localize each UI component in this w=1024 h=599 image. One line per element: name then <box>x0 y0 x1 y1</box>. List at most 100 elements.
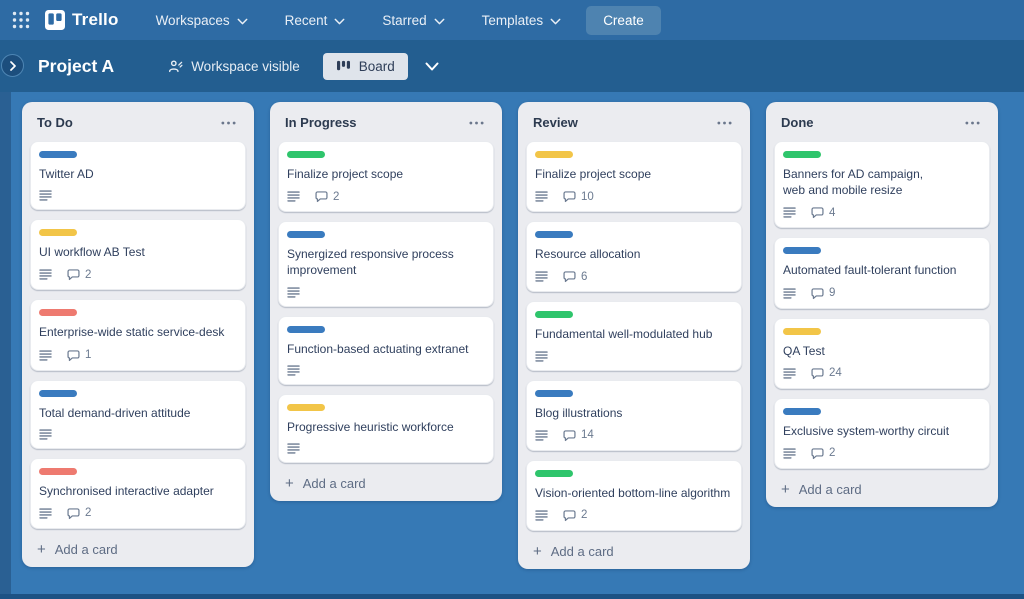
card-label <box>783 151 821 158</box>
card-title: UI workflow AB Test <box>39 245 145 260</box>
card-label <box>287 231 325 239</box>
board-bottom-edge <box>0 594 1024 599</box>
card[interactable]: UI workflow AB Test 2 <box>30 219 246 291</box>
list-done: Done Banners for AD campaign, web and mo… <box>766 102 998 507</box>
chevron-right-icon <box>9 60 16 71</box>
comment-badge: 2 <box>67 268 91 281</box>
card[interactable]: Progressive heuristic workforce <box>278 393 494 463</box>
comment-badge: 24 <box>811 367 842 380</box>
list-title: To Do <box>37 115 73 130</box>
comment-count: 24 <box>829 367 842 380</box>
card-badges: 24 <box>783 367 981 380</box>
card[interactable]: Vision-oriented bottom-line algorithm 2 <box>526 459 742 531</box>
description-icon <box>39 269 52 280</box>
list-header: Review <box>526 110 742 141</box>
card-label <box>39 309 77 317</box>
add-card-button[interactable]: + Add a card <box>278 472 494 493</box>
collapsed-sidebar-rail[interactable] <box>0 92 11 599</box>
card-label <box>39 467 77 475</box>
comment-icon <box>67 349 80 361</box>
card-title: Finalize project scope <box>535 167 652 181</box>
card-badges <box>287 365 485 376</box>
description-icon <box>535 271 548 282</box>
card-title: QA Test <box>783 343 825 358</box>
comment-count: 2 <box>829 447 836 460</box>
trello-home-link[interactable]: Trello <box>45 10 119 30</box>
description-icon <box>287 286 300 298</box>
description-icon <box>783 368 796 379</box>
card-badges: 9 <box>783 287 981 300</box>
add-card-button[interactable]: + Add a card <box>774 478 990 499</box>
card-label <box>783 327 821 335</box>
workspace-member-icon <box>169 59 183 72</box>
card-label <box>535 231 573 239</box>
comment-icon <box>811 448 824 460</box>
card-label <box>783 247 821 255</box>
comment-count: 9 <box>829 287 836 300</box>
add-card-button[interactable]: + Add a card <box>526 540 742 561</box>
card[interactable]: Banners for AD campaign, web and mobile … <box>774 141 990 229</box>
nav-item-recent[interactable]: Recent <box>285 13 346 28</box>
card[interactable]: Synchronised interactive adapter 2 <box>30 457 246 529</box>
view-switcher-chevron[interactable] <box>425 62 439 71</box>
card[interactable]: Function-based actuating extranet <box>278 315 494 385</box>
comment-count: 1 <box>85 349 92 362</box>
card[interactable]: Blog illustrations 14 <box>526 379 742 451</box>
nav-item-templates[interactable]: Templates <box>482 13 562 28</box>
list-menu-button[interactable] <box>962 119 983 127</box>
create-button[interactable]: Create <box>586 5 661 35</box>
card-label <box>783 407 821 415</box>
nav-item-workspaces[interactable]: Workspaces <box>156 13 248 28</box>
plus-icon: + <box>285 474 294 492</box>
card[interactable]: Twitter AD <box>30 141 246 211</box>
comment-count: 10 <box>581 190 594 203</box>
card[interactable]: QA Test 24 <box>774 317 990 389</box>
list-menu-button[interactable] <box>714 119 735 127</box>
card-badges: 2 <box>783 447 981 460</box>
sidebar-expand-button[interactable] <box>1 54 24 77</box>
card[interactable]: Automated fault-tolerant function 9 <box>774 237 990 309</box>
top-nav: Trello Workspaces Recent Starred Templat… <box>0 0 1024 40</box>
card-title: Fundamental well-modulated hub <box>535 327 713 342</box>
ellipsis-icon <box>221 121 236 124</box>
card-title: Function-based actuating extranet <box>287 341 469 356</box>
list-menu-button[interactable] <box>466 119 487 127</box>
chevron-down-icon <box>434 18 445 24</box>
card-badges <box>287 286 485 298</box>
card-label <box>535 311 573 319</box>
board-view-button[interactable]: Board <box>322 52 408 80</box>
card[interactable]: Resource allocation 6 <box>526 221 742 293</box>
comment-badge: 4 <box>811 206 835 219</box>
card[interactable]: Exclusive system-worthy circuit 2 <box>774 397 990 469</box>
card-badges <box>39 190 237 201</box>
card[interactable]: Synergized responsive process improvemen… <box>278 221 494 307</box>
description-icon <box>39 508 52 519</box>
workspace-visibility-button[interactable]: Workspace visible <box>168 59 300 74</box>
card[interactable]: Finalize project scope 2 <box>278 141 494 213</box>
card-badges: 10 <box>535 190 733 203</box>
list-title: Done <box>781 115 814 130</box>
chevron-down-icon <box>334 18 345 24</box>
comment-badge: 6 <box>563 270 587 283</box>
comment-badge: 9 <box>811 287 835 300</box>
comment-icon <box>811 207 824 219</box>
card-title: Enterprise-wide static service-desk <box>39 325 225 340</box>
comment-count: 2 <box>85 268 92 281</box>
card-title: Synchronised interactive adapter <box>39 483 214 498</box>
nav-item-starred[interactable]: Starred <box>382 13 445 28</box>
card[interactable]: Total demand-driven attitude <box>30 379 246 449</box>
list-menu-button[interactable] <box>218 119 239 127</box>
nav-item-label: Recent <box>284 12 328 28</box>
description-icon <box>287 443 300 454</box>
card[interactable]: Enterprise-wide static service-desk 1 <box>30 299 246 371</box>
add-card-button[interactable]: + Add a card <box>30 538 246 559</box>
description-icon <box>535 350 548 362</box>
card[interactable]: Fundamental well-modulated hub <box>526 301 742 371</box>
app-switcher-icon[interactable] <box>12 11 30 29</box>
list-title: In Progress <box>285 115 357 130</box>
comment-badge: 2 <box>315 190 339 203</box>
description-icon <box>535 191 548 202</box>
card-badges <box>287 443 485 454</box>
card-title: Banners for AD campaign, web and mobile … <box>783 167 924 198</box>
card[interactable]: Finalize project scope 10 <box>526 141 742 213</box>
